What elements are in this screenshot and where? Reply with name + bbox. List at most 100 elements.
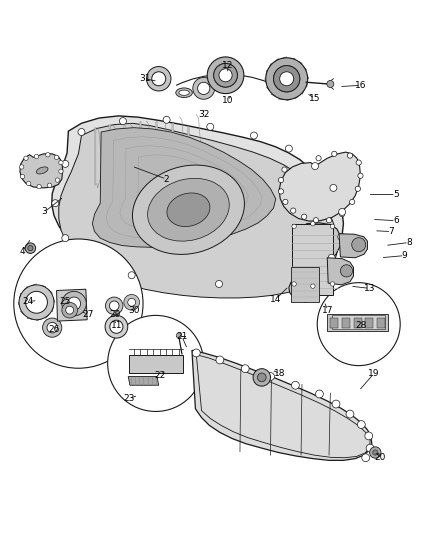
Circle shape xyxy=(47,183,52,188)
Circle shape xyxy=(207,123,214,130)
Circle shape xyxy=(66,306,74,314)
Circle shape xyxy=(251,132,258,139)
Polygon shape xyxy=(339,234,367,258)
Text: 9: 9 xyxy=(402,251,407,260)
Circle shape xyxy=(147,67,171,91)
Bar xyxy=(377,318,385,328)
Text: 20: 20 xyxy=(375,453,386,462)
Polygon shape xyxy=(289,223,340,302)
Ellipse shape xyxy=(148,179,229,241)
Polygon shape xyxy=(130,354,183,374)
Circle shape xyxy=(328,254,335,261)
Circle shape xyxy=(292,224,296,229)
Circle shape xyxy=(192,349,200,357)
Circle shape xyxy=(106,297,123,314)
Polygon shape xyxy=(20,154,63,188)
Text: 10: 10 xyxy=(222,96,233,105)
Polygon shape xyxy=(128,376,159,385)
Circle shape xyxy=(339,212,345,217)
Circle shape xyxy=(193,77,215,99)
Bar xyxy=(365,318,373,328)
Circle shape xyxy=(59,160,63,165)
Circle shape xyxy=(214,63,237,87)
Bar xyxy=(330,318,338,328)
Circle shape xyxy=(214,63,237,87)
Text: 30: 30 xyxy=(128,305,140,314)
Circle shape xyxy=(216,356,224,364)
Circle shape xyxy=(313,217,318,223)
Circle shape xyxy=(163,116,170,123)
Circle shape xyxy=(24,156,28,160)
Circle shape xyxy=(346,410,354,418)
Circle shape xyxy=(347,153,353,158)
Circle shape xyxy=(274,66,300,92)
Circle shape xyxy=(286,145,292,152)
Polygon shape xyxy=(155,122,157,166)
Polygon shape xyxy=(187,127,189,157)
Bar xyxy=(342,318,350,328)
Circle shape xyxy=(25,292,47,313)
Circle shape xyxy=(338,233,345,240)
Circle shape xyxy=(47,322,57,333)
Circle shape xyxy=(120,118,127,125)
Ellipse shape xyxy=(132,165,244,254)
Circle shape xyxy=(14,239,143,368)
Circle shape xyxy=(365,432,373,440)
Circle shape xyxy=(110,320,123,333)
Ellipse shape xyxy=(36,167,48,174)
Circle shape xyxy=(215,280,223,287)
Circle shape xyxy=(28,246,33,251)
Circle shape xyxy=(282,167,287,172)
Circle shape xyxy=(62,235,69,241)
Text: 13: 13 xyxy=(364,284,375,293)
Circle shape xyxy=(301,214,307,220)
Polygon shape xyxy=(332,316,385,329)
Circle shape xyxy=(62,160,69,167)
Circle shape xyxy=(311,284,315,288)
Text: 24: 24 xyxy=(22,297,33,306)
Circle shape xyxy=(152,72,166,86)
Circle shape xyxy=(339,208,346,215)
Ellipse shape xyxy=(179,90,189,95)
Text: 7: 7 xyxy=(389,227,394,236)
Circle shape xyxy=(326,217,332,223)
Circle shape xyxy=(267,373,275,381)
Circle shape xyxy=(25,243,35,253)
Circle shape xyxy=(34,154,39,159)
Circle shape xyxy=(62,292,86,316)
Circle shape xyxy=(362,454,370,462)
Text: 3: 3 xyxy=(42,207,47,216)
Circle shape xyxy=(19,165,24,169)
Circle shape xyxy=(78,128,85,135)
Circle shape xyxy=(283,199,288,205)
Text: 6: 6 xyxy=(393,216,399,225)
Circle shape xyxy=(373,450,378,455)
Circle shape xyxy=(176,333,181,338)
Circle shape xyxy=(327,80,334,87)
Circle shape xyxy=(279,177,284,183)
Circle shape xyxy=(280,72,293,86)
Circle shape xyxy=(356,160,361,165)
Polygon shape xyxy=(291,266,318,302)
Circle shape xyxy=(290,208,296,213)
Text: 19: 19 xyxy=(368,369,380,378)
Circle shape xyxy=(52,200,59,207)
Circle shape xyxy=(54,155,59,159)
Circle shape xyxy=(219,69,232,82)
Polygon shape xyxy=(57,289,87,321)
Polygon shape xyxy=(279,152,360,221)
Polygon shape xyxy=(140,122,141,171)
Circle shape xyxy=(350,199,355,205)
Circle shape xyxy=(26,181,31,185)
Circle shape xyxy=(292,282,296,286)
Circle shape xyxy=(207,57,244,94)
Polygon shape xyxy=(124,123,126,176)
Polygon shape xyxy=(192,350,372,461)
Circle shape xyxy=(20,174,25,179)
Text: 4: 4 xyxy=(20,247,25,256)
Polygon shape xyxy=(59,123,338,298)
Text: 11: 11 xyxy=(111,321,122,330)
Circle shape xyxy=(317,282,400,366)
Circle shape xyxy=(352,238,366,252)
Text: 27: 27 xyxy=(82,310,94,319)
